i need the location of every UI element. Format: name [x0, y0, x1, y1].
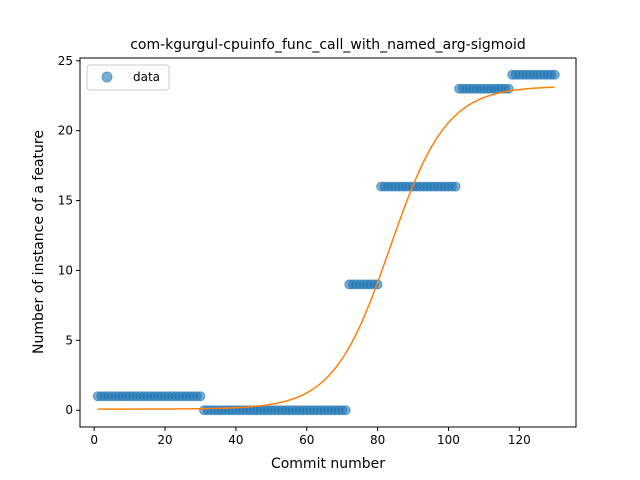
data-point — [340, 405, 351, 416]
x-axis-label: Commit number — [271, 456, 385, 472]
legend: data — [86, 64, 170, 91]
x-tick-label: 80 — [370, 433, 385, 447]
y-tick-label: 15 — [58, 194, 73, 208]
x-tick-label: 120 — [508, 433, 531, 447]
x-tick-label: 0 — [90, 433, 98, 447]
y-tick-label: 0 — [65, 403, 73, 417]
x-tick-label: 40 — [228, 433, 243, 447]
y-tick-label: 5 — [65, 333, 73, 347]
x-tick-label: 20 — [157, 433, 172, 447]
plot-frame — [79, 57, 577, 428]
legend-marker — [101, 71, 113, 83]
x-tick-label: 100 — [437, 433, 460, 447]
y-tick-label: 20 — [58, 124, 73, 138]
legend-label: data — [133, 70, 160, 84]
y-axis-label: Number of instance of a feature — [31, 130, 47, 354]
y-axis: 0 5 10 15 20 25 — [58, 54, 80, 417]
y-tick-label: 10 — [58, 263, 73, 277]
data-point — [549, 69, 560, 80]
sigmoid-fit-line — [97, 86, 555, 410]
plot-area — [92, 69, 560, 416]
legend-frame — [86, 64, 170, 91]
data-point — [450, 181, 461, 192]
y-tick-label: 25 — [58, 54, 73, 68]
data-point — [195, 391, 206, 402]
x-tick-label: 60 — [299, 433, 314, 447]
x-axis: 0 20 40 60 80 100 120 — [90, 427, 531, 447]
chart-title: com-kgurgul-cpuinfo_func_call_with_named… — [130, 37, 526, 53]
